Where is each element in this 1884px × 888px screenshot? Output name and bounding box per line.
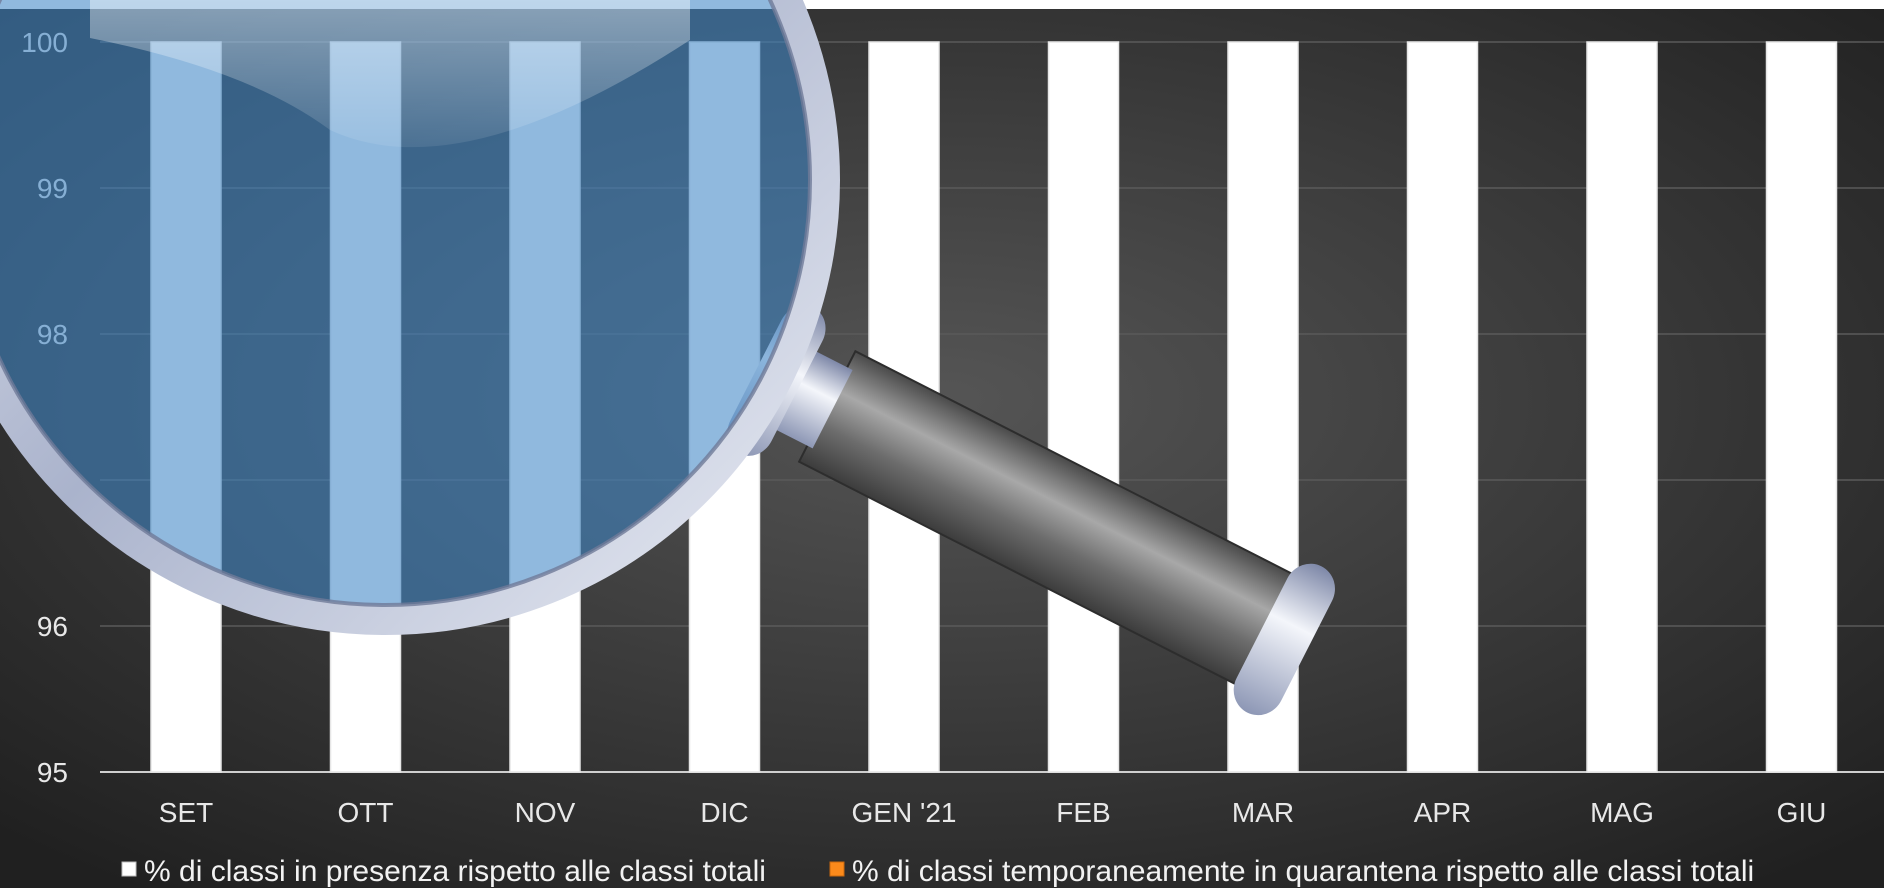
x-tick-label: NOV xyxy=(515,797,576,828)
legend-swatch-presence xyxy=(121,861,137,877)
x-tick-label: GEN '21 xyxy=(852,797,957,828)
x-tick-label: MAR xyxy=(1232,797,1294,828)
x-tick-label: APR xyxy=(1414,797,1472,828)
magnifier-lens xyxy=(0,0,825,620)
x-tick-label: FEB xyxy=(1056,797,1110,828)
magnifying-glass-decoration xyxy=(0,0,1335,716)
magnifier-glare xyxy=(90,0,690,148)
y-tick-label: 96 xyxy=(37,611,68,642)
magnifier-rim xyxy=(0,0,840,635)
bar-presence xyxy=(1765,41,1838,773)
x-tick-label: DIC xyxy=(700,797,748,828)
x-tick-label: SET xyxy=(159,797,213,828)
y-tick-label: 95 xyxy=(37,757,68,788)
bar-presence xyxy=(1586,41,1658,773)
bar-presence xyxy=(1406,41,1479,773)
x-tick-label: OTT xyxy=(338,797,394,828)
x-tick-label: MAG xyxy=(1590,797,1654,828)
legend-label-quarantine: % di classi temporaneamente in quaranten… xyxy=(852,855,1754,888)
x-tick-label: GIU xyxy=(1777,797,1827,828)
x-axis: SET OTT NOV DIC GEN '21 FEB MAR APR MAG GIU xyxy=(159,797,1827,828)
bar-presence xyxy=(1047,41,1120,773)
top-edge xyxy=(0,0,1884,9)
legend-swatch-quarantine xyxy=(829,861,845,877)
legend-label-presence: % di classi in presenza rispetto alle cl… xyxy=(144,855,766,888)
legend: % di classi in presenza rispetto alle cl… xyxy=(121,855,1754,888)
